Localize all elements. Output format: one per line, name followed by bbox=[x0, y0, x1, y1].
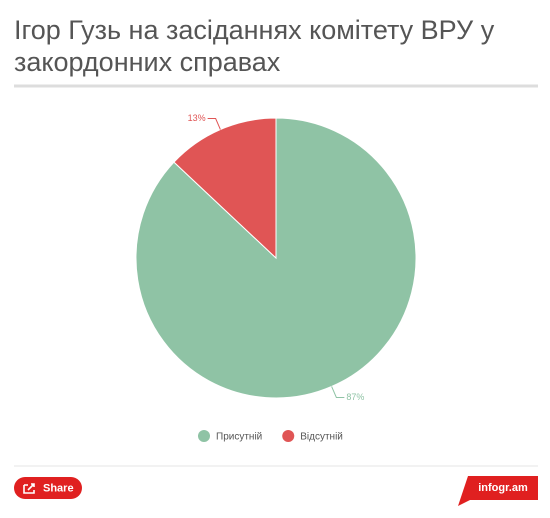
chart-title: Ігор Гузь на засіданнях комітету ВРУ у з… bbox=[14, 15, 495, 77]
brand-label[interactable]: infogr.am bbox=[478, 482, 528, 494]
brand-bg[interactable] bbox=[458, 476, 538, 506]
share-icon bbox=[23, 483, 35, 494]
leader-line bbox=[331, 386, 345, 398]
brand-logo[interactable]: infogr.am bbox=[458, 476, 538, 506]
share-label[interactable]: Share bbox=[43, 482, 74, 494]
leader-line bbox=[207, 118, 221, 130]
data-label: 87% bbox=[346, 392, 364, 402]
legend-label: Присутній bbox=[216, 432, 262, 443]
legend-swatch bbox=[282, 430, 295, 442]
legend-swatch bbox=[198, 430, 210, 442]
data-label: 13% bbox=[188, 113, 206, 123]
share-button[interactable]: Share bbox=[14, 477, 82, 499]
legend-label: Відсутній bbox=[300, 432, 343, 443]
